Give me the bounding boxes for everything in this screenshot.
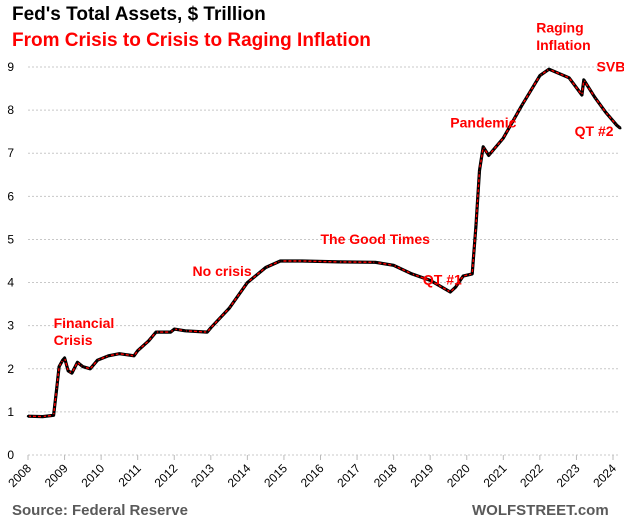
data-point (118, 352, 121, 355)
data-point (593, 95, 596, 99)
x-tick-label: 2019 (408, 461, 437, 490)
data-point (57, 365, 61, 368)
data-point (55, 389, 58, 392)
data-point (374, 261, 377, 264)
data-point (279, 259, 282, 263)
annotation: Raging (536, 20, 583, 36)
x-tick-label: 2014 (225, 461, 254, 490)
x-tick-label: 2009 (42, 461, 71, 490)
data-point (205, 330, 209, 334)
x-tick-label: 2008 (5, 461, 34, 490)
annotation: Inflation (536, 37, 590, 53)
x-tick-label: 2018 (371, 461, 400, 490)
data-point (184, 329, 187, 333)
data-point (520, 104, 523, 108)
data-point (41, 415, 44, 418)
data-point (619, 127, 622, 130)
y-tick-label: 0 (7, 448, 14, 462)
annotation: The Good Times (321, 231, 431, 247)
data-point (70, 371, 74, 375)
data-point (61, 358, 64, 362)
chart-title: Fed's Total Assets, $ Trillion (12, 4, 266, 25)
x-tick-label: 2024 (590, 461, 619, 490)
data-point (582, 78, 585, 82)
y-tick-label: 2 (7, 362, 14, 376)
annotation: Financial (54, 315, 115, 331)
data-point (209, 326, 213, 330)
data-point (410, 272, 414, 276)
data-point (471, 272, 474, 276)
watermark: WOLFSTREET.com (472, 502, 609, 519)
source-note: Source: Federal Reserve (12, 502, 188, 519)
data-point (132, 354, 136, 358)
data-point (67, 369, 70, 373)
data-point (454, 285, 457, 289)
data-point (169, 330, 172, 334)
data-point (392, 264, 395, 267)
data-point (26, 415, 30, 418)
annotation: Crisis (54, 332, 93, 348)
x-tick-label: 2023 (554, 461, 583, 490)
data-point (76, 361, 79, 364)
x-tick-label: 2010 (78, 461, 107, 490)
data-point (88, 367, 92, 370)
y-tick-label: 6 (7, 189, 14, 203)
data-point (63, 356, 66, 360)
data-point (52, 414, 55, 417)
annotation: QT #2 (575, 123, 614, 139)
data-point (487, 154, 490, 157)
data-point (154, 330, 158, 334)
annotation: SVB (597, 58, 624, 74)
data-point (482, 145, 485, 148)
data-point (478, 169, 481, 172)
y-tick-label: 5 (7, 232, 14, 246)
data-point (449, 290, 452, 294)
x-tick-label: 2011 (116, 461, 144, 489)
data-point (604, 111, 607, 114)
data-point (580, 93, 584, 97)
data-point (81, 365, 85, 368)
chart-subtitle: From Crisis to Crisis to Raging Inflatio… (12, 30, 371, 51)
x-tick-label: 2021 (481, 461, 510, 490)
x-tick-label: 2017 (334, 461, 363, 490)
x-tick-label: 2022 (517, 461, 546, 490)
data-point (147, 339, 150, 342)
y-tick-label: 8 (7, 103, 14, 117)
data-point (538, 74, 542, 77)
x-tick-label: 2020 (444, 461, 473, 490)
data-point (502, 136, 505, 140)
data-point (246, 281, 249, 284)
data-point (474, 225, 478, 228)
data-point (227, 307, 231, 310)
x-tick-label: 2016 (298, 461, 327, 490)
data-point (567, 76, 571, 79)
y-tick-label: 7 (7, 146, 14, 160)
data-point (136, 349, 139, 352)
y-tick-label: 4 (7, 276, 14, 290)
data-point (264, 266, 267, 269)
x-tick-label: 2013 (188, 461, 217, 490)
data-point (173, 327, 176, 331)
annotation: Pandemic (450, 114, 516, 130)
data-point (461, 274, 465, 278)
y-tick-label: 1 (7, 405, 14, 419)
y-tick-label: 3 (7, 319, 14, 333)
data-point (547, 67, 551, 71)
data-point (615, 124, 618, 127)
data-point (428, 279, 432, 282)
x-tick-label: 2015 (261, 461, 290, 490)
y-tick-label: 9 (7, 60, 14, 74)
annotation: No crisis (193, 263, 252, 279)
data-point (96, 358, 99, 362)
x-tick-label: 2012 (152, 461, 181, 490)
data-point (337, 260, 340, 264)
data-point (301, 259, 304, 263)
data-point (107, 354, 110, 358)
annotation: QT #1 (423, 272, 462, 288)
